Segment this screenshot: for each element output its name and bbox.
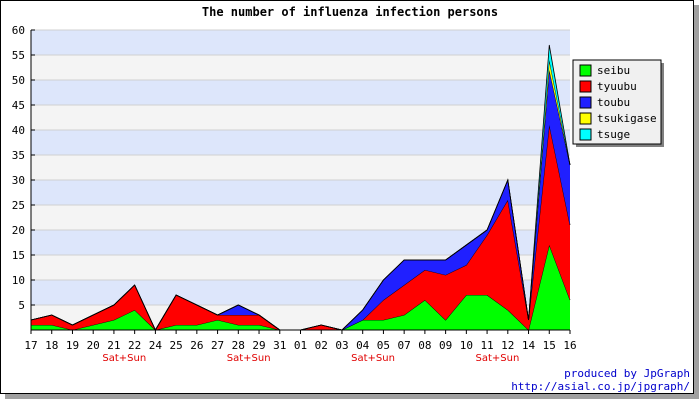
credit-line-1: produced by JpGraph <box>564 367 690 380</box>
y-tick-label: 15 <box>12 249 25 262</box>
x-tick-label: 05 <box>377 339 390 352</box>
area-seibu <box>31 245 570 330</box>
chart-title: The number of influenza infection person… <box>202 5 498 19</box>
x-tick-label: 01 <box>294 339 307 352</box>
y-tick-label: 5 <box>18 299 25 312</box>
x-tick-label: 02 <box>315 339 328 352</box>
x-tick-label: 27 <box>211 339 224 352</box>
legend-label: tsukigase <box>597 112 657 125</box>
y-tick-label: 40 <box>12 124 25 137</box>
grid-band <box>31 180 570 205</box>
y-tick-label: 35 <box>12 149 25 162</box>
x-tick-label: 25 <box>169 339 182 352</box>
x-tick-label: 29 <box>252 339 265 352</box>
x-tick-label: 12 <box>501 339 514 352</box>
y-tick-label: 45 <box>12 99 25 112</box>
x-tick-label: 26 <box>190 339 203 352</box>
x-tick-label: 15 <box>543 339 556 352</box>
x-tick-label: 09 <box>439 339 452 352</box>
x-tick-label: 07 <box>398 339 411 352</box>
x-tick-label: 31 <box>273 339 286 352</box>
y-axis-ticks: 5 10 15 20 25 30 35 40 45 50 55 60 <box>12 24 35 312</box>
grid-band <box>31 130 570 155</box>
weekend-label: Sat+Sun <box>102 353 146 364</box>
y-tick-label: 25 <box>12 199 25 212</box>
x-tick-label: 20 <box>87 339 100 352</box>
legend-swatch <box>579 80 592 93</box>
y-tick-label: 55 <box>12 49 25 62</box>
grid-band <box>31 30 570 55</box>
grid-band <box>31 80 570 105</box>
x-tick-label: 22 <box>128 339 141 352</box>
y-tick-label: 60 <box>12 24 25 37</box>
legend-swatch <box>579 96 592 109</box>
legend-swatch <box>579 128 592 141</box>
x-tick-label: 21 <box>107 339 120 352</box>
x-tick-label: 28 <box>232 339 245 352</box>
x-tick-label: 24 <box>149 339 163 352</box>
x-tick-label: 04 <box>356 339 370 352</box>
legend-swatch <box>579 64 592 77</box>
y-tick-label: 50 <box>12 74 25 87</box>
x-tick-label: 10 <box>460 339 473 352</box>
credit-line-2: http://asial.co.jp/jpgraph/ <box>511 380 690 393</box>
x-tick-label: 16 <box>563 339 576 352</box>
y-tick-label: 30 <box>12 174 25 187</box>
weekend-label: Sat+Sun <box>476 353 520 364</box>
x-tick-label: 14 <box>522 339 536 352</box>
weekend-label: Sat+Sun <box>227 353 271 364</box>
x-tick-label: 19 <box>66 339 79 352</box>
legend-label: seibu <box>597 64 630 77</box>
x-tick-label: 08 <box>418 339 431 352</box>
x-tick-label: 03 <box>335 339 348 352</box>
legend-swatch <box>579 112 592 125</box>
area-toubu <box>31 70 570 330</box>
weekend-markers: Sat+Sun Sat+Sun Sat+Sun Sat+Sun <box>102 353 519 364</box>
legend-label: tyuubu <box>597 80 637 93</box>
legend: seibu tyuubu toubu tsukigase tsuge <box>572 59 664 147</box>
area-tyuubu <box>31 125 570 330</box>
legend-label: toubu <box>597 96 630 109</box>
y-tick-label: 10 <box>12 274 25 287</box>
x-tick-label: 11 <box>480 339 493 352</box>
x-axis-ticks: 17 18 19 20 21 22 24 25 26 27 28 29 31 01 02 03 04 05 07 08… <box>24 330 577 352</box>
x-tick-label: 17 <box>24 339 37 352</box>
y-tick-label: 20 <box>12 224 25 237</box>
legend-label: tsuge <box>597 128 630 141</box>
weekend-label: Sat+Sun <box>351 353 395 364</box>
x-tick-label: 18 <box>45 339 58 352</box>
